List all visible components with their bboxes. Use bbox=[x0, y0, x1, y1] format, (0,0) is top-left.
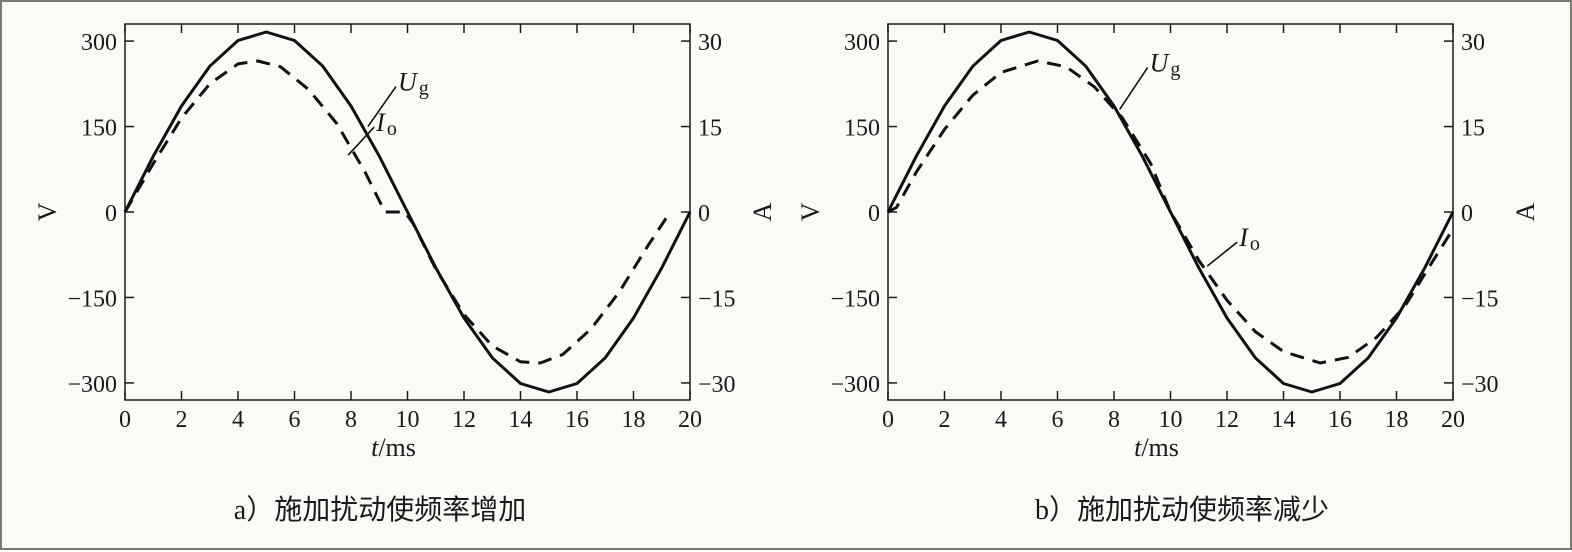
x-tick-label: 0 bbox=[119, 407, 131, 433]
x-tick-label: 0 bbox=[882, 407, 894, 433]
y-right-tick-label: 0 bbox=[1461, 201, 1473, 227]
x-tick-label: 20 bbox=[1441, 407, 1465, 433]
y-left-axis-label: V bbox=[796, 202, 825, 221]
series-line-current bbox=[123, 59, 672, 365]
series-label-subscript: o bbox=[387, 118, 397, 140]
series-label-subscript: o bbox=[1250, 233, 1260, 255]
y-right-tick-label: −30 bbox=[1461, 372, 1499, 398]
x-tick-label: 16 bbox=[565, 407, 589, 433]
y-left-tick-label: −150 bbox=[830, 286, 880, 312]
series-label-subscript: g bbox=[1170, 58, 1180, 80]
y-left-tick-label: −300 bbox=[67, 372, 117, 398]
x-tick-label: 2 bbox=[939, 407, 951, 433]
series-label-subscript: g bbox=[419, 78, 429, 100]
x-tick-label: 8 bbox=[345, 407, 357, 433]
annotation-leader bbox=[1206, 241, 1238, 267]
x-tick-label: 18 bbox=[1385, 407, 1409, 433]
series-line-voltage bbox=[886, 30, 1455, 394]
x-tick-label: 6 bbox=[1052, 407, 1064, 433]
y-right-tick-label: 30 bbox=[1461, 30, 1485, 56]
x-axis-variable: t bbox=[371, 433, 379, 462]
y-right-tick-label: 15 bbox=[1461, 116, 1485, 142]
x-axis-variable: t bbox=[1134, 433, 1142, 462]
x-tick-label: 12 bbox=[452, 407, 476, 433]
x-tick-label: 16 bbox=[1328, 407, 1352, 433]
x-tick-label: 8 bbox=[1108, 407, 1120, 433]
y-left-tick-label: 150 bbox=[844, 116, 880, 142]
y-right-tick-label: 0 bbox=[698, 201, 710, 227]
series-label-main: U bbox=[1150, 48, 1171, 77]
series-line-voltage bbox=[123, 30, 692, 394]
y-right-tick-label: 30 bbox=[698, 30, 722, 56]
annotation-leader bbox=[367, 86, 397, 128]
y-right-tick-label: 15 bbox=[698, 116, 722, 142]
series-label-main: U bbox=[398, 68, 419, 97]
x-tick-label: 14 bbox=[509, 407, 533, 433]
x-tick-label: 12 bbox=[1215, 407, 1239, 433]
y-right-tick-label: −15 bbox=[1461, 286, 1499, 312]
x-axis-unit: /ms bbox=[378, 433, 416, 462]
y-right-axis-label: A bbox=[1511, 202, 1540, 221]
y-left-tick-label: −300 bbox=[830, 372, 880, 398]
x-tick-label: 4 bbox=[232, 407, 244, 433]
x-tick-label: 6 bbox=[289, 407, 301, 433]
chart-caption: b）施加扰动使频率减少 bbox=[1035, 494, 1329, 526]
x-tick-label: 10 bbox=[1159, 407, 1183, 433]
y-left-tick-label: 300 bbox=[81, 30, 117, 56]
x-tick-label: 14 bbox=[1272, 407, 1296, 433]
y-right-tick-label: −15 bbox=[698, 286, 736, 312]
annotation-leader bbox=[1118, 67, 1149, 110]
y-left-axis-label: V bbox=[33, 202, 62, 221]
x-tick-label: 20 bbox=[678, 407, 702, 433]
x-axis-label: t/ms bbox=[371, 433, 416, 462]
x-tick-label: 4 bbox=[995, 407, 1007, 433]
y-left-tick-label: −150 bbox=[67, 286, 117, 312]
y-right-tick-label: −30 bbox=[698, 372, 736, 398]
y-left-tick-label: 0 bbox=[105, 201, 117, 227]
x-axis-unit: /ms bbox=[1141, 433, 1179, 462]
series-label-main: I bbox=[375, 108, 386, 137]
x-axis-label: t/ms bbox=[1134, 433, 1179, 462]
y-left-tick-label: 0 bbox=[868, 201, 880, 227]
y-left-tick-label: 150 bbox=[81, 116, 117, 142]
y-left-tick-label: 300 bbox=[844, 30, 880, 56]
chart-panel-a: 0 2 4 6 8 10 12 14 16 18 203001500−150−30030150−15… bbox=[33, 23, 777, 526]
y-right-axis-label: A bbox=[748, 202, 777, 221]
x-tick-label: 18 bbox=[622, 407, 646, 433]
x-tick-label: 10 bbox=[396, 407, 420, 433]
series-label-main: I bbox=[1238, 223, 1249, 252]
annotation-leader bbox=[347, 126, 375, 156]
x-tick-label: 2 bbox=[176, 407, 188, 433]
chart-panel-b: 0 2 4 6 8 10 12 14 16 18 203001500−150−30030150−15… bbox=[796, 23, 1540, 526]
series-line-current bbox=[887, 59, 1455, 365]
chart-caption: a）施加扰动使频率增加 bbox=[234, 494, 526, 526]
